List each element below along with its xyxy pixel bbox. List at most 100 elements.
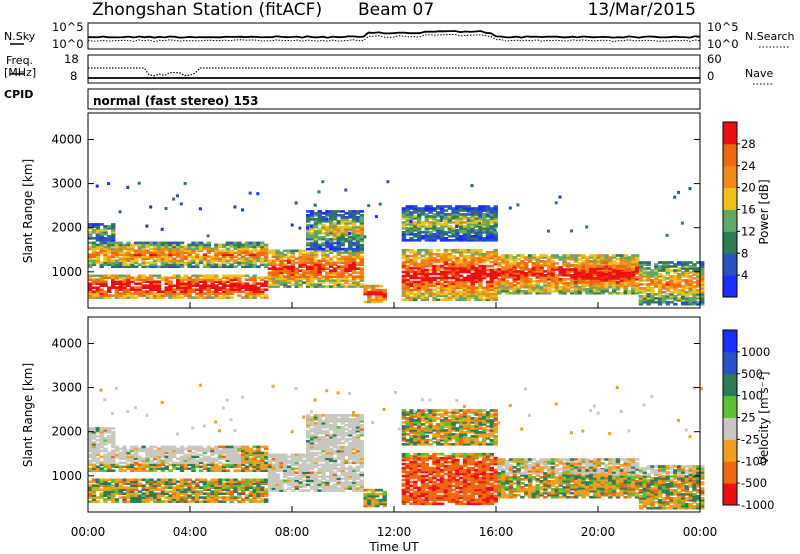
range-cell (436, 280, 441, 284)
range-cell (619, 254, 625, 257)
range-cell (202, 459, 208, 463)
range-cell (279, 487, 284, 490)
range-cell (218, 469, 223, 472)
range-cell (137, 294, 143, 297)
range-cell (489, 294, 494, 298)
range-cell (88, 441, 93, 444)
range-cell (229, 265, 234, 268)
range-cell (692, 297, 697, 300)
range-cell (401, 276, 407, 280)
range-cell (424, 215, 429, 218)
range-cell (264, 465, 269, 469)
range-cell (91, 465, 97, 469)
range-cell (317, 261, 322, 265)
range-cell (218, 480, 223, 484)
range-cell (451, 268, 456, 272)
range-cell (202, 280, 208, 283)
range-cell (650, 287, 655, 290)
range-cell (114, 484, 120, 487)
range-cell (130, 278, 135, 281)
range-cell (615, 275, 621, 278)
range-cell (638, 297, 644, 300)
range-cell (107, 441, 112, 444)
range-cell (535, 256, 540, 259)
range-cell (241, 490, 246, 493)
range-cell (428, 278, 433, 282)
range-cell (424, 282, 429, 286)
range-cell (225, 496, 231, 499)
range-cell (187, 455, 192, 459)
range-cell (290, 251, 296, 255)
range-cell (179, 500, 185, 503)
range-cell (241, 249, 246, 253)
range-cell (413, 266, 418, 270)
range-cell (275, 469, 280, 472)
range-cell (111, 255, 116, 259)
range-cell (130, 498, 135, 501)
range-cell (485, 282, 491, 286)
range-cell (680, 297, 686, 300)
range-cell (91, 263, 97, 266)
range-cell (145, 486, 150, 489)
range-cell (229, 455, 234, 459)
range-cell (596, 256, 602, 259)
range-cell (141, 492, 146, 495)
range-cell (237, 494, 242, 497)
range-cell (179, 445, 185, 449)
range-cell (133, 451, 139, 455)
range-cell (497, 270, 502, 273)
range-cell (91, 488, 97, 491)
range-cell (195, 461, 200, 465)
range-cell (459, 215, 464, 218)
range-cell (290, 471, 296, 474)
range-cell (466, 233, 472, 236)
range-cell (264, 282, 269, 285)
range-cell (176, 494, 181, 497)
range-cell (114, 288, 120, 291)
range-cell (309, 261, 315, 265)
range-cell (550, 264, 556, 267)
range-cell (501, 274, 506, 277)
range-cell (562, 256, 567, 259)
range-cell (428, 207, 433, 210)
range-cell (88, 461, 93, 465)
range-cell (187, 490, 192, 493)
range-cell (474, 217, 479, 220)
range-cell (466, 205, 472, 208)
range-cell (455, 250, 460, 254)
range-cell (309, 433, 315, 437)
range-cell (264, 488, 269, 491)
range-cell (462, 248, 468, 252)
range-cell (527, 287, 533, 291)
range-cell (409, 268, 414, 272)
range-cell (329, 261, 334, 265)
range-cell (294, 463, 299, 467)
range-cell (650, 299, 655, 302)
range-cell (459, 286, 464, 290)
range-cell (156, 251, 162, 255)
range-cell (88, 445, 93, 449)
range-cell (91, 427, 97, 430)
range-cell (428, 217, 433, 220)
range-cell (202, 478, 208, 482)
range-cell (156, 274, 162, 278)
range-cell (520, 285, 525, 289)
range-cell (237, 245, 242, 249)
range-cell (600, 262, 605, 265)
range-cell (172, 288, 177, 291)
range-cell (493, 211, 498, 214)
range-cell (439, 217, 445, 220)
range-cell (581, 275, 586, 278)
range-cell (264, 494, 269, 497)
range-cell (156, 276, 162, 280)
range-cell (642, 299, 647, 302)
range-cell (260, 282, 265, 285)
range-cell (306, 257, 311, 261)
range-cell (443, 276, 449, 280)
range-cell (191, 457, 196, 461)
range-cell (321, 255, 326, 259)
range-cell (99, 492, 104, 495)
range-cell (673, 287, 678, 290)
range-cell (111, 459, 116, 463)
range-cell (344, 224, 349, 227)
